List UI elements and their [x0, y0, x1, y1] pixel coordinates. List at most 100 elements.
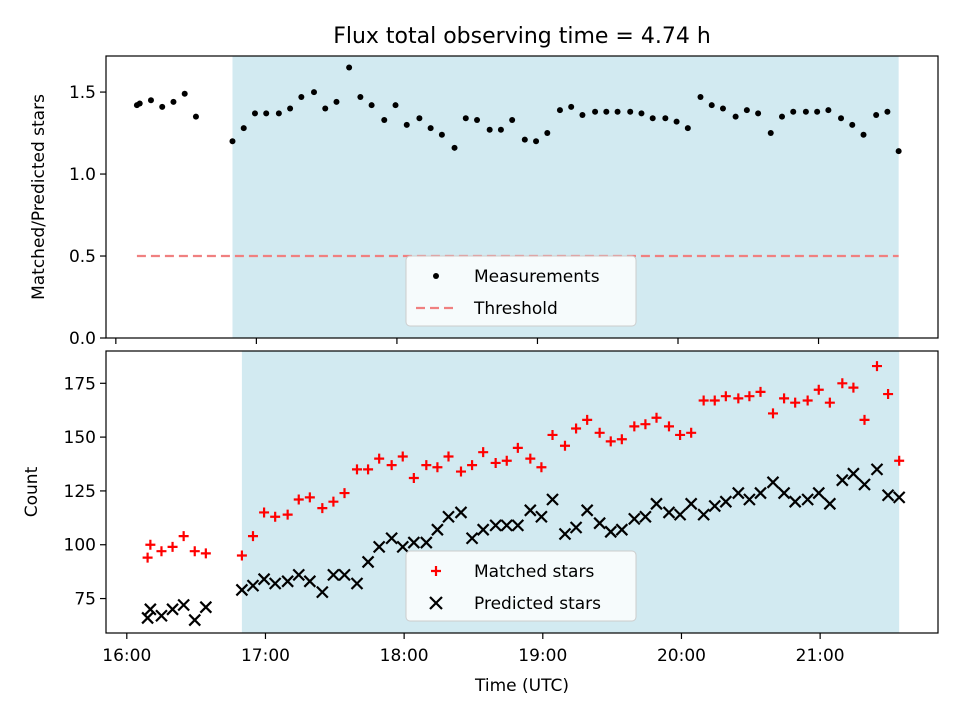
- bottom-panel-counts: 16:00 17:00 18:00 19:00 20:00 21:00 75 100 125 15…: [22, 350, 939, 696]
- matched-star-point: [178, 531, 189, 542]
- measurement-point: [486, 126, 493, 133]
- measurement-point: [275, 110, 282, 117]
- predicted-star-point: [650, 497, 663, 511]
- predicted-star-point: [546, 493, 559, 506]
- matched-star-point: [236, 550, 247, 561]
- matched-star-point: [282, 509, 293, 520]
- matched-star-point: [894, 455, 905, 466]
- measurement-point: [392, 102, 399, 109]
- predicted-star-point: [836, 473, 849, 487]
- measurement-point: [240, 125, 247, 132]
- matched-star-point: [386, 460, 397, 471]
- x-tick-label: 16:00: [102, 646, 151, 666]
- predicted-star-point: [788, 495, 802, 508]
- matched-star-point: [443, 451, 454, 462]
- measurement-point: [743, 107, 750, 114]
- matched-star-point: [408, 473, 419, 484]
- predicted-star-point: [500, 519, 514, 532]
- measurement-point: [509, 116, 516, 123]
- measurement-point: [533, 138, 540, 145]
- x-tick-label: 20:00: [657, 646, 706, 666]
- matched-star-point: [802, 395, 813, 406]
- legend-box: [405, 550, 637, 622]
- measurement-point: [627, 108, 634, 115]
- predicted-star-point: [511, 519, 525, 532]
- matched-star-point: [432, 462, 443, 473]
- predicted-star-point: [454, 506, 468, 519]
- measurement-point: [322, 105, 329, 112]
- predicted-star-point: [708, 499, 722, 513]
- matched-star-point: [582, 414, 593, 425]
- matched-star-point: [167, 541, 178, 552]
- matched-star-point: [640, 419, 651, 430]
- y-tick-label: 1.0: [69, 165, 96, 185]
- measurement-point: [767, 130, 774, 137]
- predicted-star-point: [350, 577, 364, 590]
- predicted-star-point: [777, 486, 791, 500]
- predicted-star-point: [615, 523, 629, 536]
- predicted-star-point: [754, 486, 767, 500]
- y-tick-label: 1.5: [69, 83, 96, 103]
- measurement-point: [755, 110, 762, 117]
- predicted-star-point: [535, 510, 548, 524]
- matched-star-point: [328, 496, 339, 507]
- measurement-point: [814, 108, 821, 115]
- matched-star-point: [421, 460, 432, 471]
- measurement-point: [719, 105, 726, 112]
- matched-star-point: [616, 434, 627, 445]
- y-axis-label: Matched/Predicted stars: [29, 94, 49, 300]
- matched-star-point: [455, 466, 466, 477]
- matched-star-point: [490, 457, 501, 468]
- measurement-point: [802, 108, 809, 115]
- y-tick-label: 175: [64, 374, 96, 394]
- measurement-point: [579, 112, 586, 119]
- matched-star-point: [339, 488, 350, 499]
- measurement-point: [287, 105, 294, 112]
- legend-box: [405, 255, 637, 327]
- measurement-point: [838, 115, 845, 122]
- matched-star-point: [304, 492, 315, 503]
- matched-star-point: [559, 440, 570, 451]
- legend: Matched stars Predicted stars: [405, 550, 637, 622]
- matched-star-point: [259, 507, 270, 518]
- matched-star-point: [351, 464, 362, 475]
- measurement-point: [649, 115, 656, 122]
- measurement-point: [474, 116, 481, 123]
- measurement-point: [136, 100, 143, 107]
- predicted-star-point: [246, 579, 260, 592]
- measurement-point: [544, 130, 551, 137]
- predicted-star-point: [177, 598, 190, 612]
- matched-star-point: [525, 453, 536, 464]
- measurement-point: [603, 108, 610, 115]
- matched-star-point: [156, 546, 167, 557]
- predicted-star-point: [188, 613, 202, 627]
- x-axis-label: Time (UTC): [474, 676, 569, 696]
- measurement-point: [732, 113, 739, 120]
- predicted-star-point: [870, 463, 884, 476]
- matched-star-point: [293, 494, 304, 505]
- y-tick-label: 0.5: [69, 247, 96, 267]
- matched-star-point: [363, 464, 374, 475]
- matched-star-point: [720, 391, 731, 402]
- y-tick-label: 125: [64, 482, 96, 502]
- measurement-point: [298, 93, 305, 100]
- measurement-point: [170, 98, 177, 105]
- matched-star-point: [651, 412, 662, 423]
- measurement-point: [333, 98, 340, 105]
- y-tick-label: 75: [74, 590, 96, 610]
- y-tick-label: 100: [64, 536, 96, 556]
- predicted-star-point: [431, 523, 444, 536]
- y-tick-label: 150: [64, 428, 96, 448]
- matched-star-point: [848, 382, 859, 393]
- measurement-point: [416, 115, 423, 122]
- predicted-star-point: [316, 585, 329, 599]
- measurement-point: [638, 110, 645, 117]
- y-axis-label: Count: [22, 466, 42, 517]
- predicted-star-point: [823, 497, 837, 511]
- matched-star-point: [779, 393, 790, 404]
- predicted-star-point: [524, 504, 537, 517]
- measurement-point: [592, 108, 599, 115]
- predicted-star-point: [593, 516, 606, 530]
- predicted-star-point: [155, 609, 168, 623]
- measurement-point: [779, 113, 785, 120]
